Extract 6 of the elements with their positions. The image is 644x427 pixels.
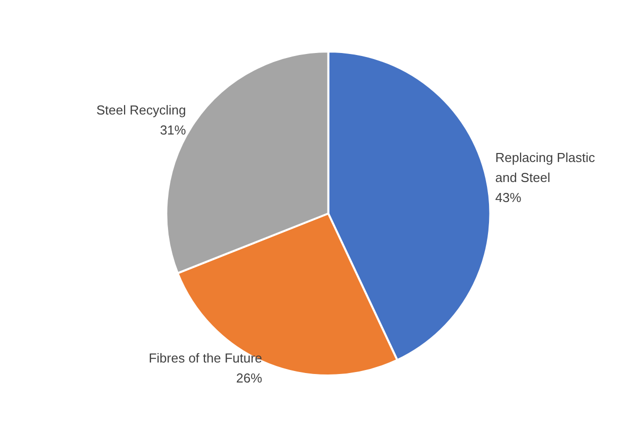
slice-label: Replacing Plastic and Steel <box>495 150 599 185</box>
slice-label: Fibres of the Future <box>148 350 262 366</box>
data-label: 26% <box>236 370 263 386</box>
data-label: 43% <box>495 190 522 205</box>
data-label: 31% <box>160 122 186 138</box>
slice-label: Steel Recycling <box>96 102 186 118</box>
